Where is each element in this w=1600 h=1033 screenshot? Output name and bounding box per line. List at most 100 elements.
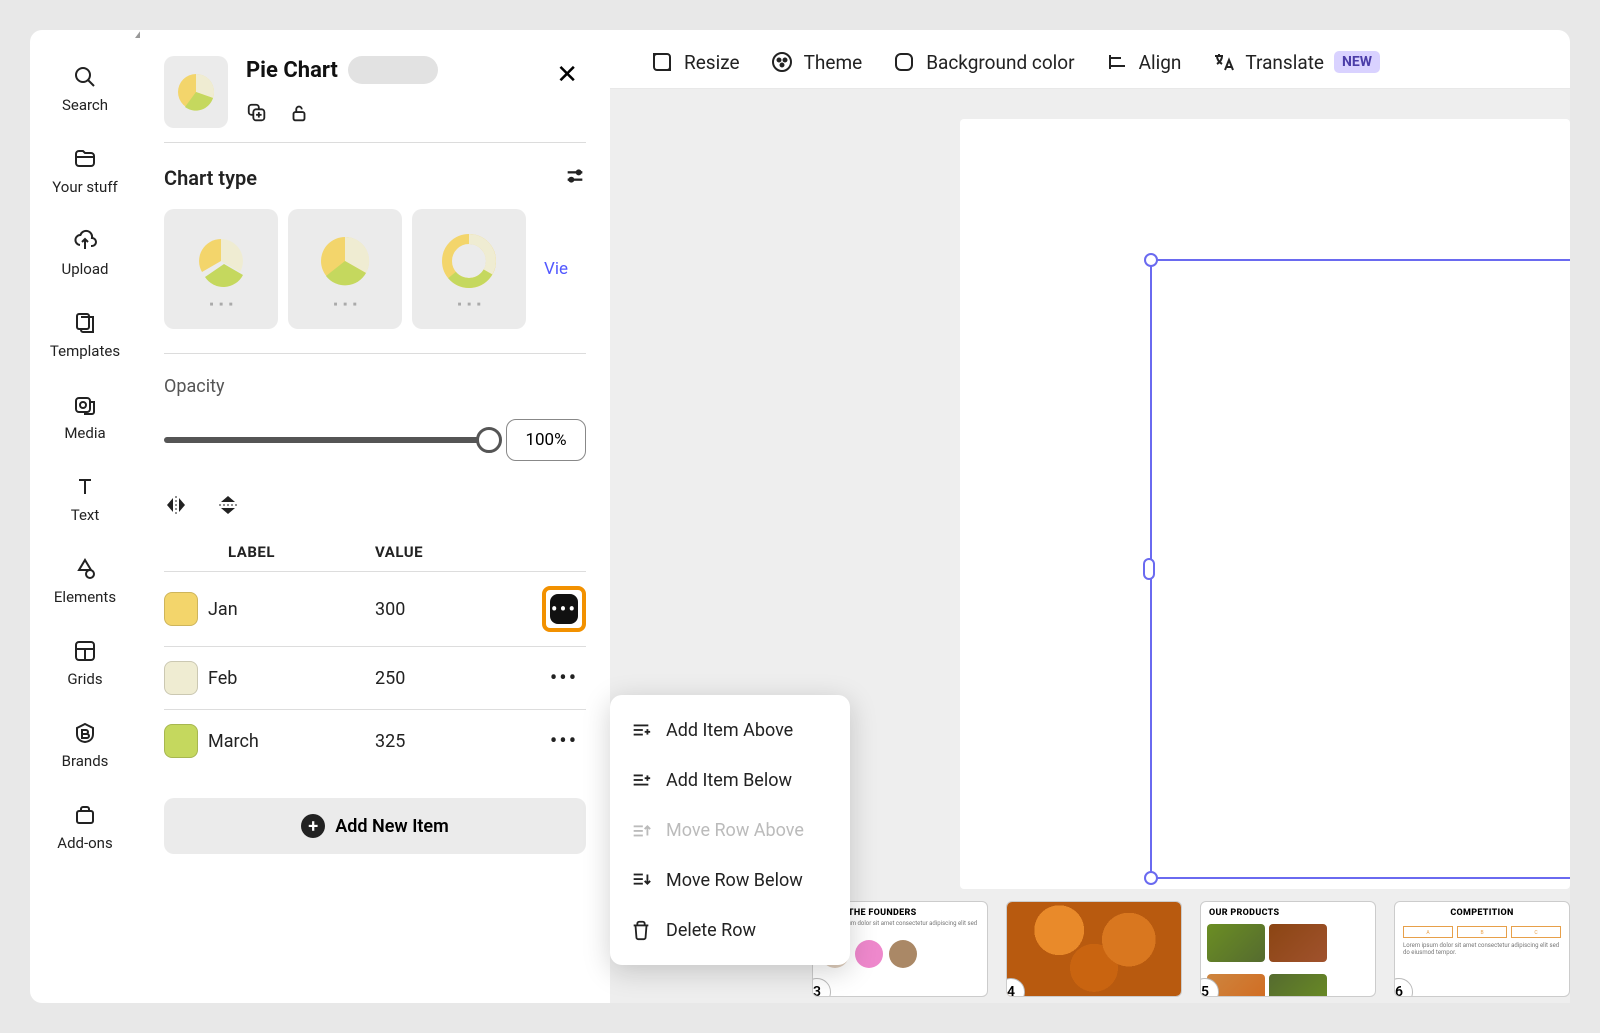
nav-search[interactable]: Search [58,50,112,128]
data-table: LABEL VALUE Jan 300 ••• Feb 250 ••• [140,531,610,788]
ctx-move-row-below[interactable]: Move Row Below [610,855,850,905]
selection-handle[interactable] [1144,871,1158,885]
row-more-highlight: ••• [542,586,586,632]
toolbar-label: Background color [926,51,1074,74]
shapes-icon [72,556,98,582]
nav-addons[interactable]: Add-ons [53,788,116,866]
nav-label: Grids [67,670,102,688]
ctx-add-item-below[interactable]: Add Item Below [610,755,850,805]
nav-label: Media [64,424,105,442]
nav-label: Text [71,506,100,524]
divider [164,353,586,354]
close-panel-button[interactable]: ✕ [548,56,586,94]
selection-handle[interactable] [1144,253,1158,267]
nav-grids[interactable]: Grids [63,624,106,702]
ctx-move-row-above: Move Row Above [610,805,850,855]
opacity-label: Opacity [164,376,586,397]
view-more-link[interactable]: Vie [536,259,568,279]
ctx-add-item-above[interactable]: Add Item Above [610,705,850,755]
ctx-label: Delete Row [666,920,756,941]
flip-vertical-icon[interactable] [216,493,240,521]
col-header-label: LABEL [208,543,375,561]
nav-templates[interactable]: Templates [46,296,124,374]
col-header-value: VALUE [375,543,542,561]
ctx-label: Move Row Below [666,870,803,891]
ctx-label: Move Row Above [666,820,804,841]
selection-box[interactable] [1150,259,1570,879]
stage[interactable]: 37.1 % March [1150,149,1570,869]
lock-icon[interactable] [288,102,310,128]
toolbar-theme[interactable]: Theme [770,50,863,74]
nav-label: Elements [54,588,116,606]
table-row[interactable]: March 325 ••• [164,709,586,772]
toolbar-align[interactable]: Align [1105,50,1182,74]
properties-panel: Pie Chart ✕ Chart type [140,30,610,1003]
color-swatch[interactable] [164,661,198,695]
nav-text[interactable]: Text [67,460,104,538]
slide-number: 3 [812,978,831,997]
nav-label: Search [62,96,108,114]
addons-icon [72,802,98,828]
row-label[interactable]: Jan [208,599,375,620]
row-value[interactable]: 250 [375,668,542,689]
opacity-slider[interactable] [164,437,490,443]
table-row[interactable]: Feb 250 ••• [164,646,586,709]
row-more-button[interactable]: ••• [550,594,578,624]
chart-type-pie-exploded[interactable]: ■■■ [164,209,278,329]
toolbar-label: Translate [1245,51,1324,74]
media-icon [72,392,98,418]
nav-label: Brands [62,752,109,770]
chart-type-pie[interactable]: ■■■ [288,209,402,329]
opacity-value-input[interactable]: 100% [506,419,586,461]
row-label[interactable]: March [208,731,375,752]
upload-icon [72,228,98,254]
add-new-item-button[interactable]: + Add New Item [164,798,586,854]
row-more-button[interactable]: ••• [542,666,586,691]
slide-filmstrip: MEET THE FOUNDERS Lorem ipsum dolor sit … [812,901,1570,997]
ctx-label: Add Item Above [666,720,793,741]
nav-elements[interactable]: Elements [50,542,120,620]
flip-horizontal-icon[interactable] [164,493,188,521]
table-row[interactable]: Jan 300 ••• [164,571,586,646]
row-value[interactable]: 300 [375,599,542,620]
nav-label: Upload [62,260,109,278]
folder-icon [72,146,98,172]
toolbar-label: Resize [684,51,740,74]
settings-sliders-icon[interactable] [564,165,586,191]
slide-image [1007,902,1181,996]
slide-title: COMPETITION [1395,902,1569,918]
filmstrip-slide[interactable]: 4 [1006,901,1182,997]
color-swatch[interactable] [164,592,198,626]
nav-media[interactable]: Media [60,378,109,456]
nav-label: Your stuff [52,178,118,196]
toolbar-bgcolor[interactable]: Background color [892,50,1074,74]
search-icon [72,64,98,90]
nav-brands[interactable]: Brands [58,706,113,784]
chart-type-donut[interactable]: ■■■ [412,209,526,329]
add-new-label: Add New Item [335,816,448,837]
row-context-menu: Add Item Above Add Item Below Move Row A… [610,695,850,965]
ctx-delete-row[interactable]: Delete Row [610,905,850,955]
plus-icon: + [301,814,325,838]
slider-thumb[interactable] [476,427,502,453]
panel-title: Pie Chart [246,58,338,83]
new-badge: NEW [1334,51,1380,73]
nav-your-stuff[interactable]: Your stuff [48,132,122,210]
row-more-button[interactable]: ••• [542,729,586,754]
toolbar-resize[interactable]: Resize [650,50,740,74]
toolbar-translate[interactable]: Translate NEW [1211,50,1380,74]
slide-title: OUR PRODUCTS [1201,902,1375,918]
row-label[interactable]: Feb [208,668,375,689]
duplicate-icon[interactable] [246,102,268,128]
filmstrip-slide[interactable]: COMPETITION ABC Lorem ipsum dolor sit am… [1394,901,1570,997]
grids-icon [72,638,98,664]
filmstrip-slide[interactable]: OUR PRODUCTS 5 [1200,901,1376,997]
slide-number: 6 [1394,978,1413,997]
color-swatch[interactable] [164,724,198,758]
row-value[interactable]: 325 [375,731,542,752]
panel-thumbnail [164,56,228,128]
selection-handle[interactable] [1143,558,1155,580]
nav-label: Templates [50,342,120,360]
chart-type-label: Chart type [164,166,257,190]
nav-upload[interactable]: Upload [58,214,113,292]
